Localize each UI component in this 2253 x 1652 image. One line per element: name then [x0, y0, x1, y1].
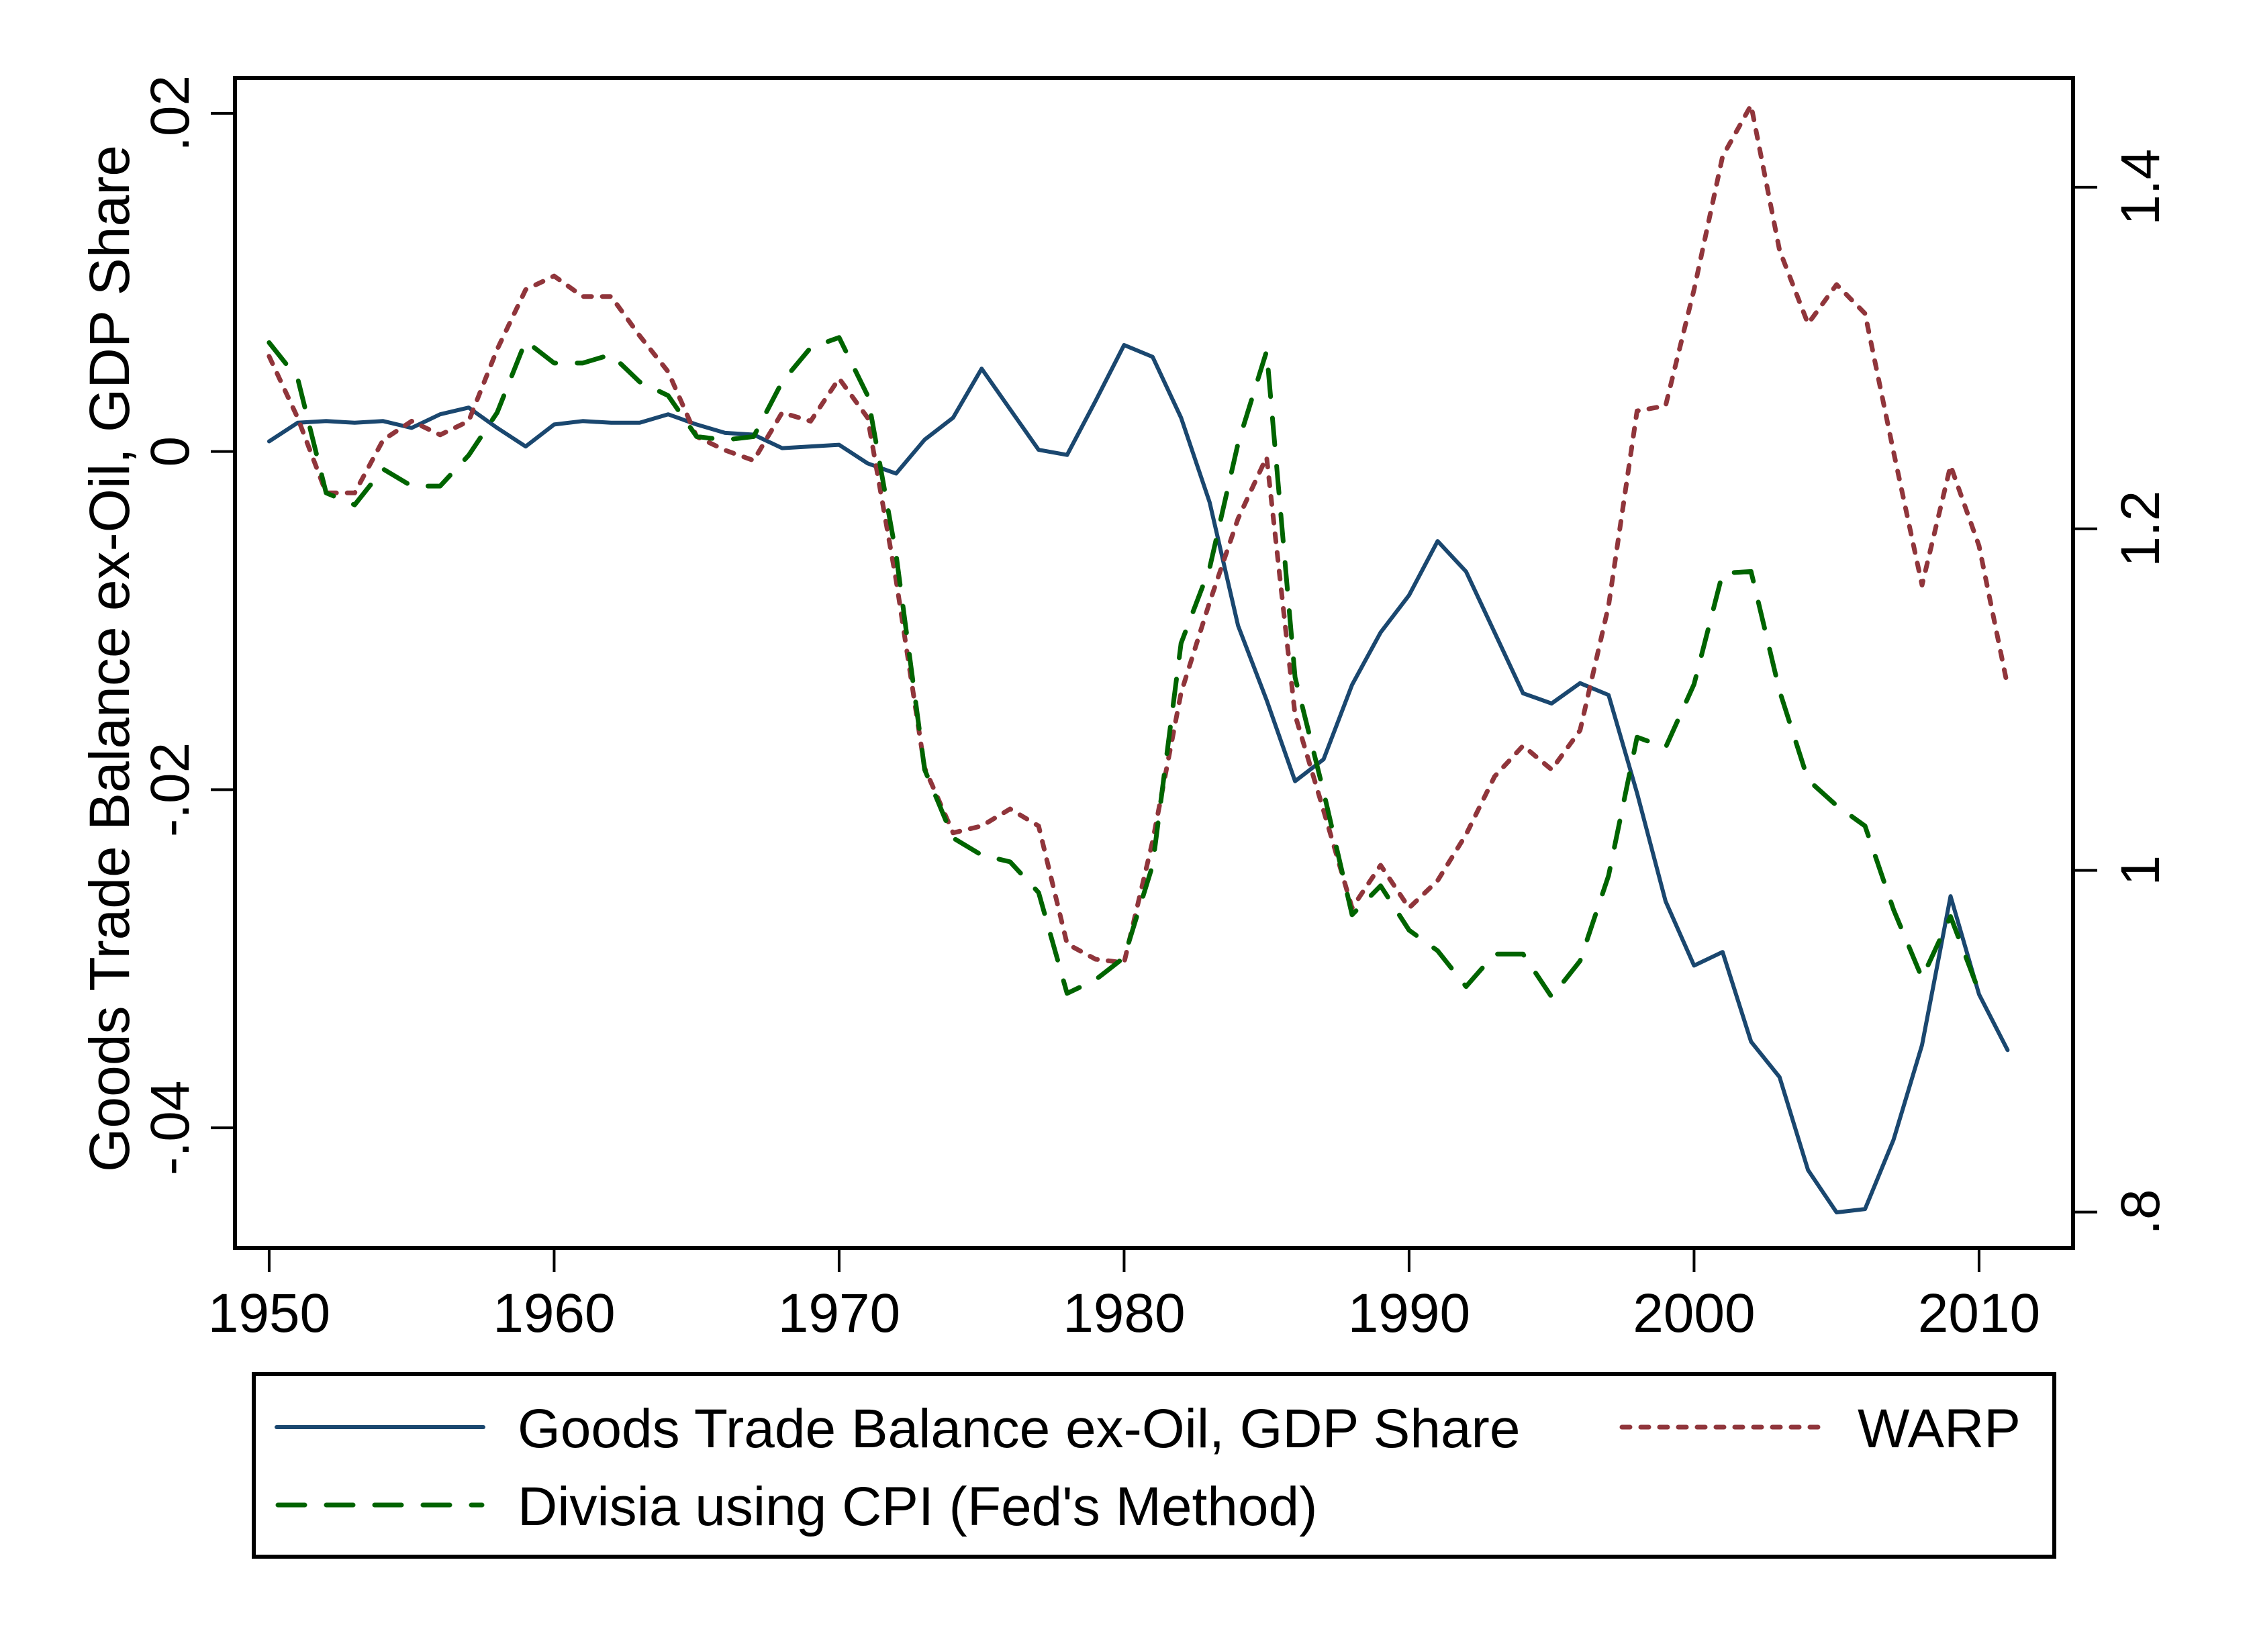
y-axis-title: Goods Trade Balance ex-Oil, GDP Share — [78, 145, 141, 1172]
y-axis-left: -.04 -.02 0 .02 — [140, 75, 235, 1175]
y-left-tick-label: .02 — [140, 75, 201, 152]
y-right-tick-label: 1.2 — [2110, 491, 2171, 567]
series-line-trade-balance — [267, 343, 2010, 1215]
plot-frame — [233, 76, 2075, 1250]
legend-box — [252, 1372, 2056, 1559]
legend-item-divisia: Divisia using CPI (Fed's Method) — [275, 1476, 1317, 1537]
y-right-tick-label: 1 — [2110, 855, 2171, 886]
legend-item-warp: WARP — [1619, 1398, 2021, 1459]
legend: Goods Trade Balance ex-Oil, GDP Share WA… — [252, 1372, 2056, 1559]
legend-item-trade-balance: Goods Trade Balance ex-Oil, GDP Share — [275, 1398, 1520, 1459]
y-right-tick-label: 1.4 — [2110, 149, 2171, 226]
y-left-tick-label: -.02 — [140, 742, 201, 837]
series-line-warp — [267, 103, 2010, 965]
x-tick-label: 2000 — [1633, 1283, 1755, 1344]
x-tick-label: 1980 — [1063, 1283, 1185, 1344]
series-layer — [267, 103, 2010, 1215]
x-tick-label: 1960 — [493, 1283, 615, 1344]
legend-label-divisia: Divisia using CPI (Fed's Method) — [518, 1476, 1317, 1537]
y-left-tick-label: -.04 — [140, 1081, 201, 1175]
x-tick-label: 1990 — [1348, 1283, 1470, 1344]
x-axis: 1950 1960 1970 1980 1990 2000 2010 — [208, 1248, 2040, 1344]
legend-label-warp: WARP — [1858, 1398, 2021, 1459]
y-axis-right: .8 1 1.2 1.4 — [2073, 149, 2171, 1235]
y-right-tick-label: .8 — [2110, 1189, 2171, 1234]
x-tick-label: 1950 — [208, 1283, 330, 1344]
x-tick-label: 2010 — [1918, 1283, 2040, 1344]
series-line-divisia — [267, 335, 1982, 1000]
legend-label-trade-balance: Goods Trade Balance ex-Oil, GDP Share — [518, 1398, 1520, 1459]
x-tick-label: 1970 — [778, 1283, 900, 1344]
y-left-tick-label: 0 — [140, 436, 201, 467]
